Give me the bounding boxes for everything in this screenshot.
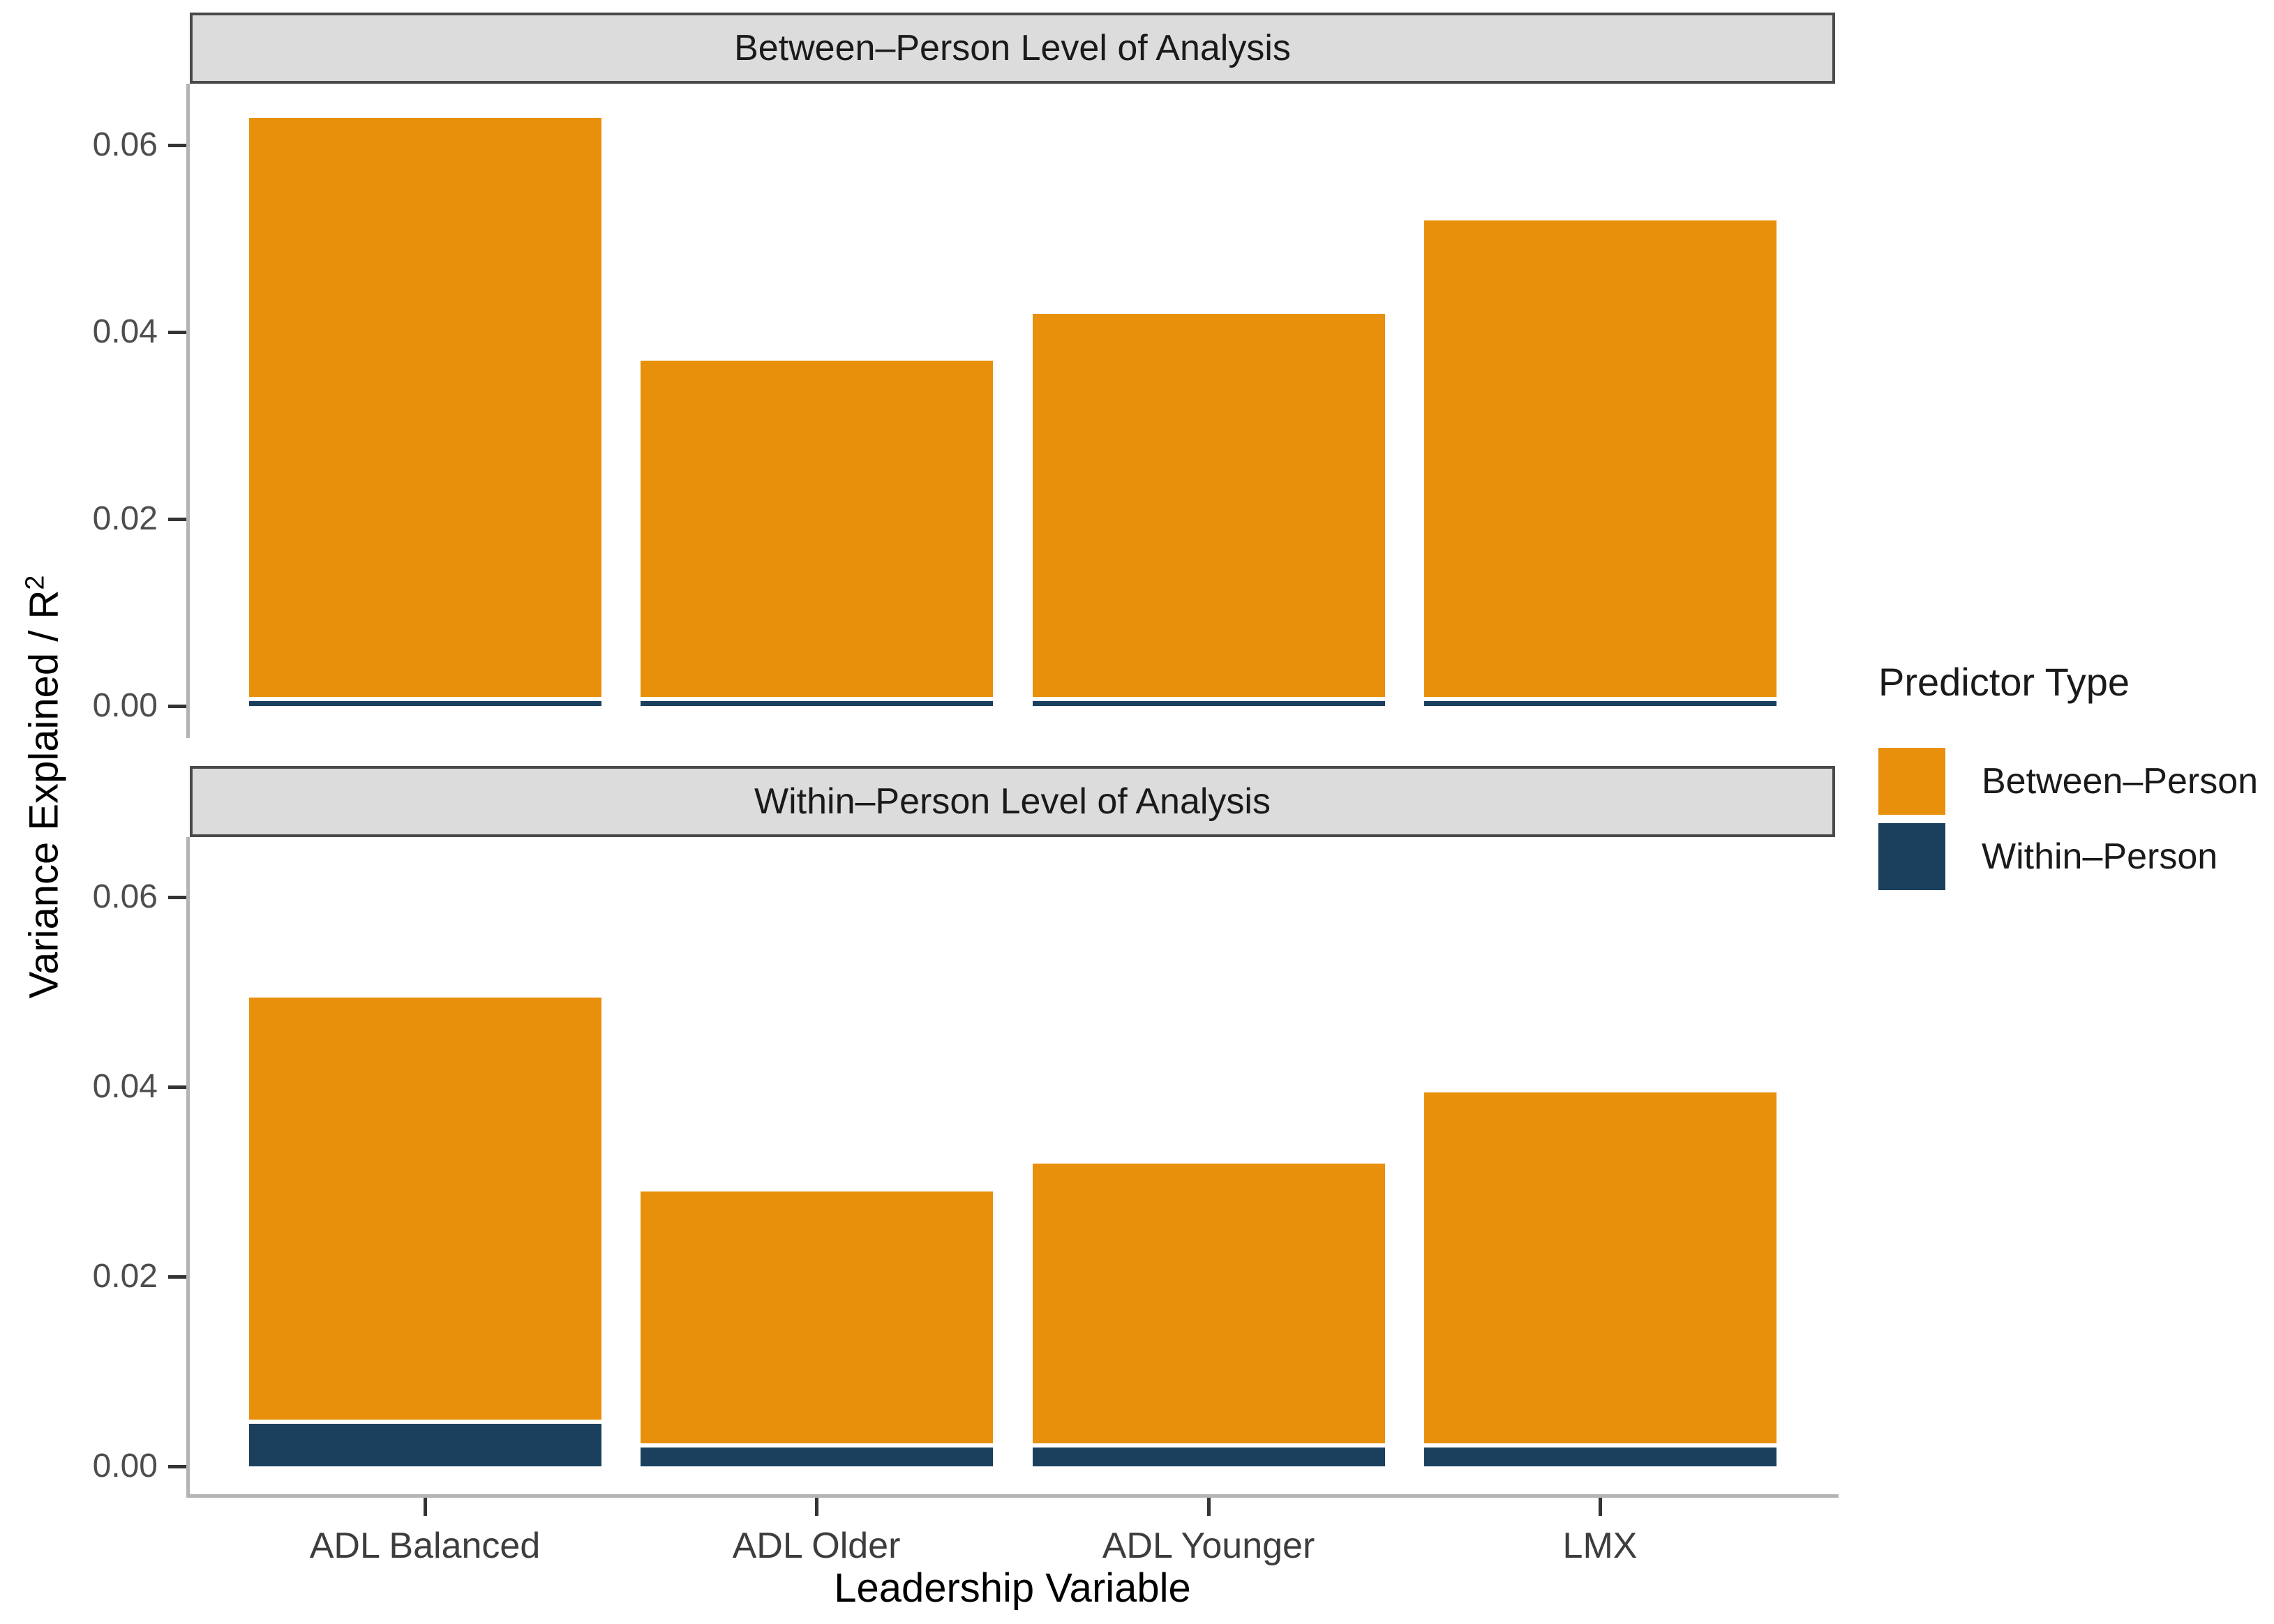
- facet-strip-label: Between–Person Level of Analysis: [734, 28, 1291, 68]
- legend-label: Within–Person: [1982, 836, 2218, 877]
- y-axis-tick-label: 0.00: [92, 687, 158, 724]
- bar-segment-gap: [640, 1443, 993, 1448]
- y-axis-tick-mark: [168, 1275, 186, 1279]
- y-axis-tick-label: 0.00: [92, 1448, 158, 1484]
- bar-segment-within-person: [1032, 1447, 1385, 1466]
- bar-segment-gap: [1423, 1443, 1776, 1448]
- x-axis-tick-mark: [423, 1498, 427, 1516]
- facet-strip-between-person: Between–Person Level of Analysis: [190, 13, 1835, 84]
- y-axis-tick-mark: [168, 1085, 186, 1089]
- bar-segment-between-person: [1032, 313, 1385, 698]
- bar-segment-gap: [640, 697, 993, 702]
- x-axis-tick-label-lmx: LMX: [1562, 1526, 1638, 1566]
- x-axis-tick-mark: [814, 1498, 818, 1516]
- stacked-bar-adl-balanced: [248, 997, 601, 1466]
- bar-segment-within-person: [1423, 701, 1776, 706]
- y-axis-tick-label: 0.04: [92, 1068, 158, 1105]
- bar-segment-within-person: [640, 701, 993, 706]
- legend-item-between-person: Between–Person: [1878, 748, 2258, 815]
- stacked-bar-lmx: [1423, 220, 1776, 706]
- within-person-swatch: [1878, 823, 1945, 890]
- y-axis-tick-mark: [168, 704, 186, 708]
- y-axis-tick-label: 0.06: [92, 126, 158, 163]
- x-axis-tick-label-adl-balanced: ADL Balanced: [309, 1526, 541, 1566]
- y-axis-title-superscript: 2: [20, 575, 50, 590]
- bar-segment-between-person: [248, 997, 601, 1420]
- bar-segment-gap: [1423, 697, 1776, 702]
- y-axis-tick-label: 0.02: [92, 500, 158, 537]
- bar-segment-between-person: [1423, 1092, 1776, 1443]
- bar-segment-within-person: [248, 1423, 601, 1466]
- bar-segment-within-person: [640, 1447, 993, 1466]
- between-person-swatch: [1878, 748, 1945, 815]
- bar-segment-between-person: [1423, 220, 1776, 698]
- x-axis-tick-mark: [1206, 1498, 1211, 1516]
- stacked-bar-adl-older: [640, 1191, 993, 1466]
- x-axis-line: [186, 1494, 1839, 1498]
- panel-within-person: 0.00 0.02 0.04 0.06: [93, 837, 1835, 1494]
- y-axis-line-top-panel: [186, 84, 190, 738]
- stacked-bar-adl-older: [640, 360, 993, 706]
- facet-strip-within-person: Within–Person Level of Analysis: [190, 766, 1835, 837]
- y-axis-tick-label: 0.06: [92, 878, 158, 915]
- bar-segment-between-person: [1032, 1163, 1385, 1443]
- bar-segment-between-person: [640, 1191, 993, 1443]
- stacked-bar-adl-younger: [1032, 313, 1385, 706]
- x-axis-tick-label-adl-younger: ADL Younger: [1102, 1526, 1315, 1566]
- x-axis-tick-label-adl-older: ADL Older: [732, 1526, 901, 1566]
- bar-segment-gap: [248, 697, 601, 702]
- y-axis-tick-mark: [168, 895, 186, 899]
- bar-segment-gap: [1032, 697, 1385, 702]
- y-axis-title: Variance Explained / R2: [20, 575, 67, 999]
- legend-label: Between–Person: [1982, 761, 2259, 802]
- bar-segment-between-person: [640, 360, 993, 698]
- bar-segment-gap: [1032, 1443, 1385, 1448]
- y-axis-tick-mark: [168, 1464, 186, 1468]
- y-axis-title-text: Variance Explained / R: [21, 589, 67, 999]
- bar-segment-between-person: [248, 117, 601, 698]
- bar-segment-within-person: [248, 701, 601, 706]
- y-axis-tick-mark: [168, 143, 186, 147]
- legend-title: Predictor Type: [1878, 660, 2130, 704]
- bar-segment-within-person: [1423, 1447, 1776, 1466]
- legend-item-within-person: Within–Person: [1878, 823, 2258, 890]
- x-axis-title: Leadership Variable: [834, 1565, 1191, 1611]
- y-axis-tick-mark: [168, 330, 186, 334]
- stacked-bar-adl-younger: [1032, 1163, 1385, 1466]
- y-axis-line-bottom-panel: [186, 837, 190, 1494]
- y-axis-tick-mark: [168, 517, 186, 521]
- y-axis-tick-label: 0.04: [92, 313, 158, 350]
- stacked-bar-adl-balanced: [248, 117, 601, 706]
- panel-between-person: 0.00 0.02 0.04 0.06: [93, 84, 1835, 738]
- stacked-bar-lmx: [1423, 1092, 1776, 1466]
- facet-strip-label: Within–Person Level of Analysis: [754, 781, 1271, 822]
- y-axis-tick-label: 0.02: [92, 1258, 158, 1295]
- bar-segment-within-person: [1032, 701, 1385, 706]
- x-axis-tick-mark: [1598, 1498, 1602, 1516]
- bar-segment-gap: [248, 1419, 601, 1424]
- legend: Predictor Type Between–Person Within–Per…: [1878, 663, 2258, 899]
